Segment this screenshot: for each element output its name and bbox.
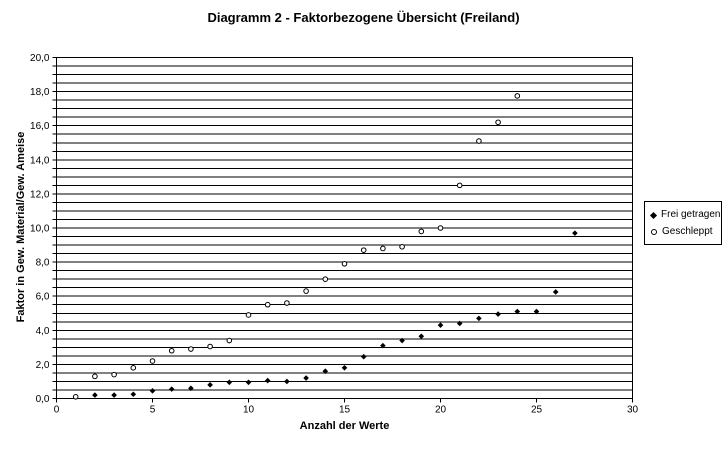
legend-label-frei-getragen: Frei getragen	[661, 209, 721, 221]
x-tick-label: 0	[54, 405, 60, 416]
data-point-geschleppt	[437, 225, 444, 231]
legend-label-geschleppt: Geschleppt	[662, 225, 713, 237]
data-point-frei-getragen	[533, 308, 540, 315]
data-point-geschleppt	[207, 343, 213, 350]
legend: Frei getragen Geschleppt	[644, 201, 722, 245]
data-point-frei-getragen	[284, 378, 290, 385]
data-point-frei-getragen	[245, 379, 252, 386]
data-point-geschleppt	[92, 373, 98, 380]
data-point-frei-getragen	[514, 308, 521, 315]
data-point-frei-getragen	[303, 375, 309, 381]
data-point-frei-getragen	[399, 337, 405, 344]
data-point-frei-getragen	[456, 320, 463, 327]
data-point-geschleppt	[495, 119, 501, 126]
y-tick-label: 16,0	[30, 121, 50, 132]
x-tick-label: 5	[150, 405, 156, 416]
data-point-frei-getragen	[418, 333, 425, 340]
y-tick-label: 20,0	[30, 53, 50, 64]
data-point-geschleppt	[456, 182, 463, 189]
data-point-geschleppt	[360, 247, 367, 253]
data-point-geschleppt	[399, 243, 405, 250]
data-point-geschleppt	[514, 93, 521, 99]
data-point-geschleppt	[264, 301, 271, 308]
data-point-frei-getragen	[226, 379, 233, 386]
y-tick-label: 18,0	[30, 87, 50, 98]
data-point-frei-getragen	[168, 386, 175, 392]
chart-title: Diagramm 2 - Faktorbezogene Übersicht (F…	[207, 10, 520, 25]
data-point-frei-getragen	[322, 368, 329, 375]
data-point-frei-getragen	[552, 289, 559, 295]
y-tick-label: 0,0	[36, 394, 50, 405]
data-point-geschleppt	[130, 365, 137, 371]
data-point-frei-getragen	[149, 388, 156, 394]
data-point-geschleppt	[476, 138, 482, 144]
x-tick-label: 30	[627, 405, 639, 416]
data-point-geschleppt	[245, 312, 252, 318]
open-circle-icon	[651, 228, 657, 235]
y-tick-label: 8,0	[36, 258, 50, 269]
filled-diamond-icon	[649, 211, 658, 219]
data-point-geschleppt	[72, 393, 79, 400]
x-tick-label: 10	[243, 405, 255, 416]
data-point-frei-getragen	[111, 392, 117, 398]
data-point-geschleppt	[188, 346, 194, 352]
data-point-geschleppt	[418, 228, 425, 235]
data-point-geschleppt	[149, 358, 156, 364]
data-point-geschleppt	[303, 288, 309, 294]
data-point-frei-getragen	[380, 342, 386, 349]
data-point-geschleppt	[284, 300, 290, 306]
legend-item-frei-getragen: Frei getragen	[649, 207, 721, 223]
y-tick-label: 6,0	[36, 292, 50, 303]
x-tick-label: 20	[435, 405, 447, 416]
data-point-frei-getragen	[92, 392, 98, 398]
data-point-frei-getragen	[188, 385, 194, 392]
data-point-geschleppt	[341, 261, 348, 267]
data-point-frei-getragen	[495, 311, 501, 317]
x-tick-label: 15	[339, 405, 351, 416]
data-point-geschleppt	[226, 337, 233, 344]
x-axis-title: Anzahl der Werte	[299, 420, 390, 432]
data-point-geschleppt	[168, 347, 175, 354]
data-point-frei-getragen	[437, 322, 444, 328]
y-tick-label: 2,0	[36, 360, 50, 371]
data-point-frei-getragen	[360, 353, 367, 360]
data-point-frei-getragen	[341, 365, 348, 371]
data-point-frei-getragen	[572, 230, 578, 236]
data-point-frei-getragen	[264, 377, 271, 384]
y-tick-label: 12,0	[30, 189, 50, 200]
data-point-frei-getragen	[130, 391, 137, 398]
data-point-frei-getragen	[207, 382, 213, 388]
y-tick-label: 14,0	[30, 155, 50, 166]
x-tick-label: 25	[531, 405, 543, 416]
data-point-frei-getragen	[476, 315, 482, 322]
y-tick-label: 4,0	[36, 326, 50, 337]
data-point-geschleppt	[322, 276, 329, 282]
legend-item-geschleppt: Geschleppt	[651, 224, 719, 240]
y-tick-label: 10,0	[30, 224, 50, 235]
data-point-geschleppt	[111, 371, 117, 378]
data-point-geschleppt	[380, 245, 386, 252]
